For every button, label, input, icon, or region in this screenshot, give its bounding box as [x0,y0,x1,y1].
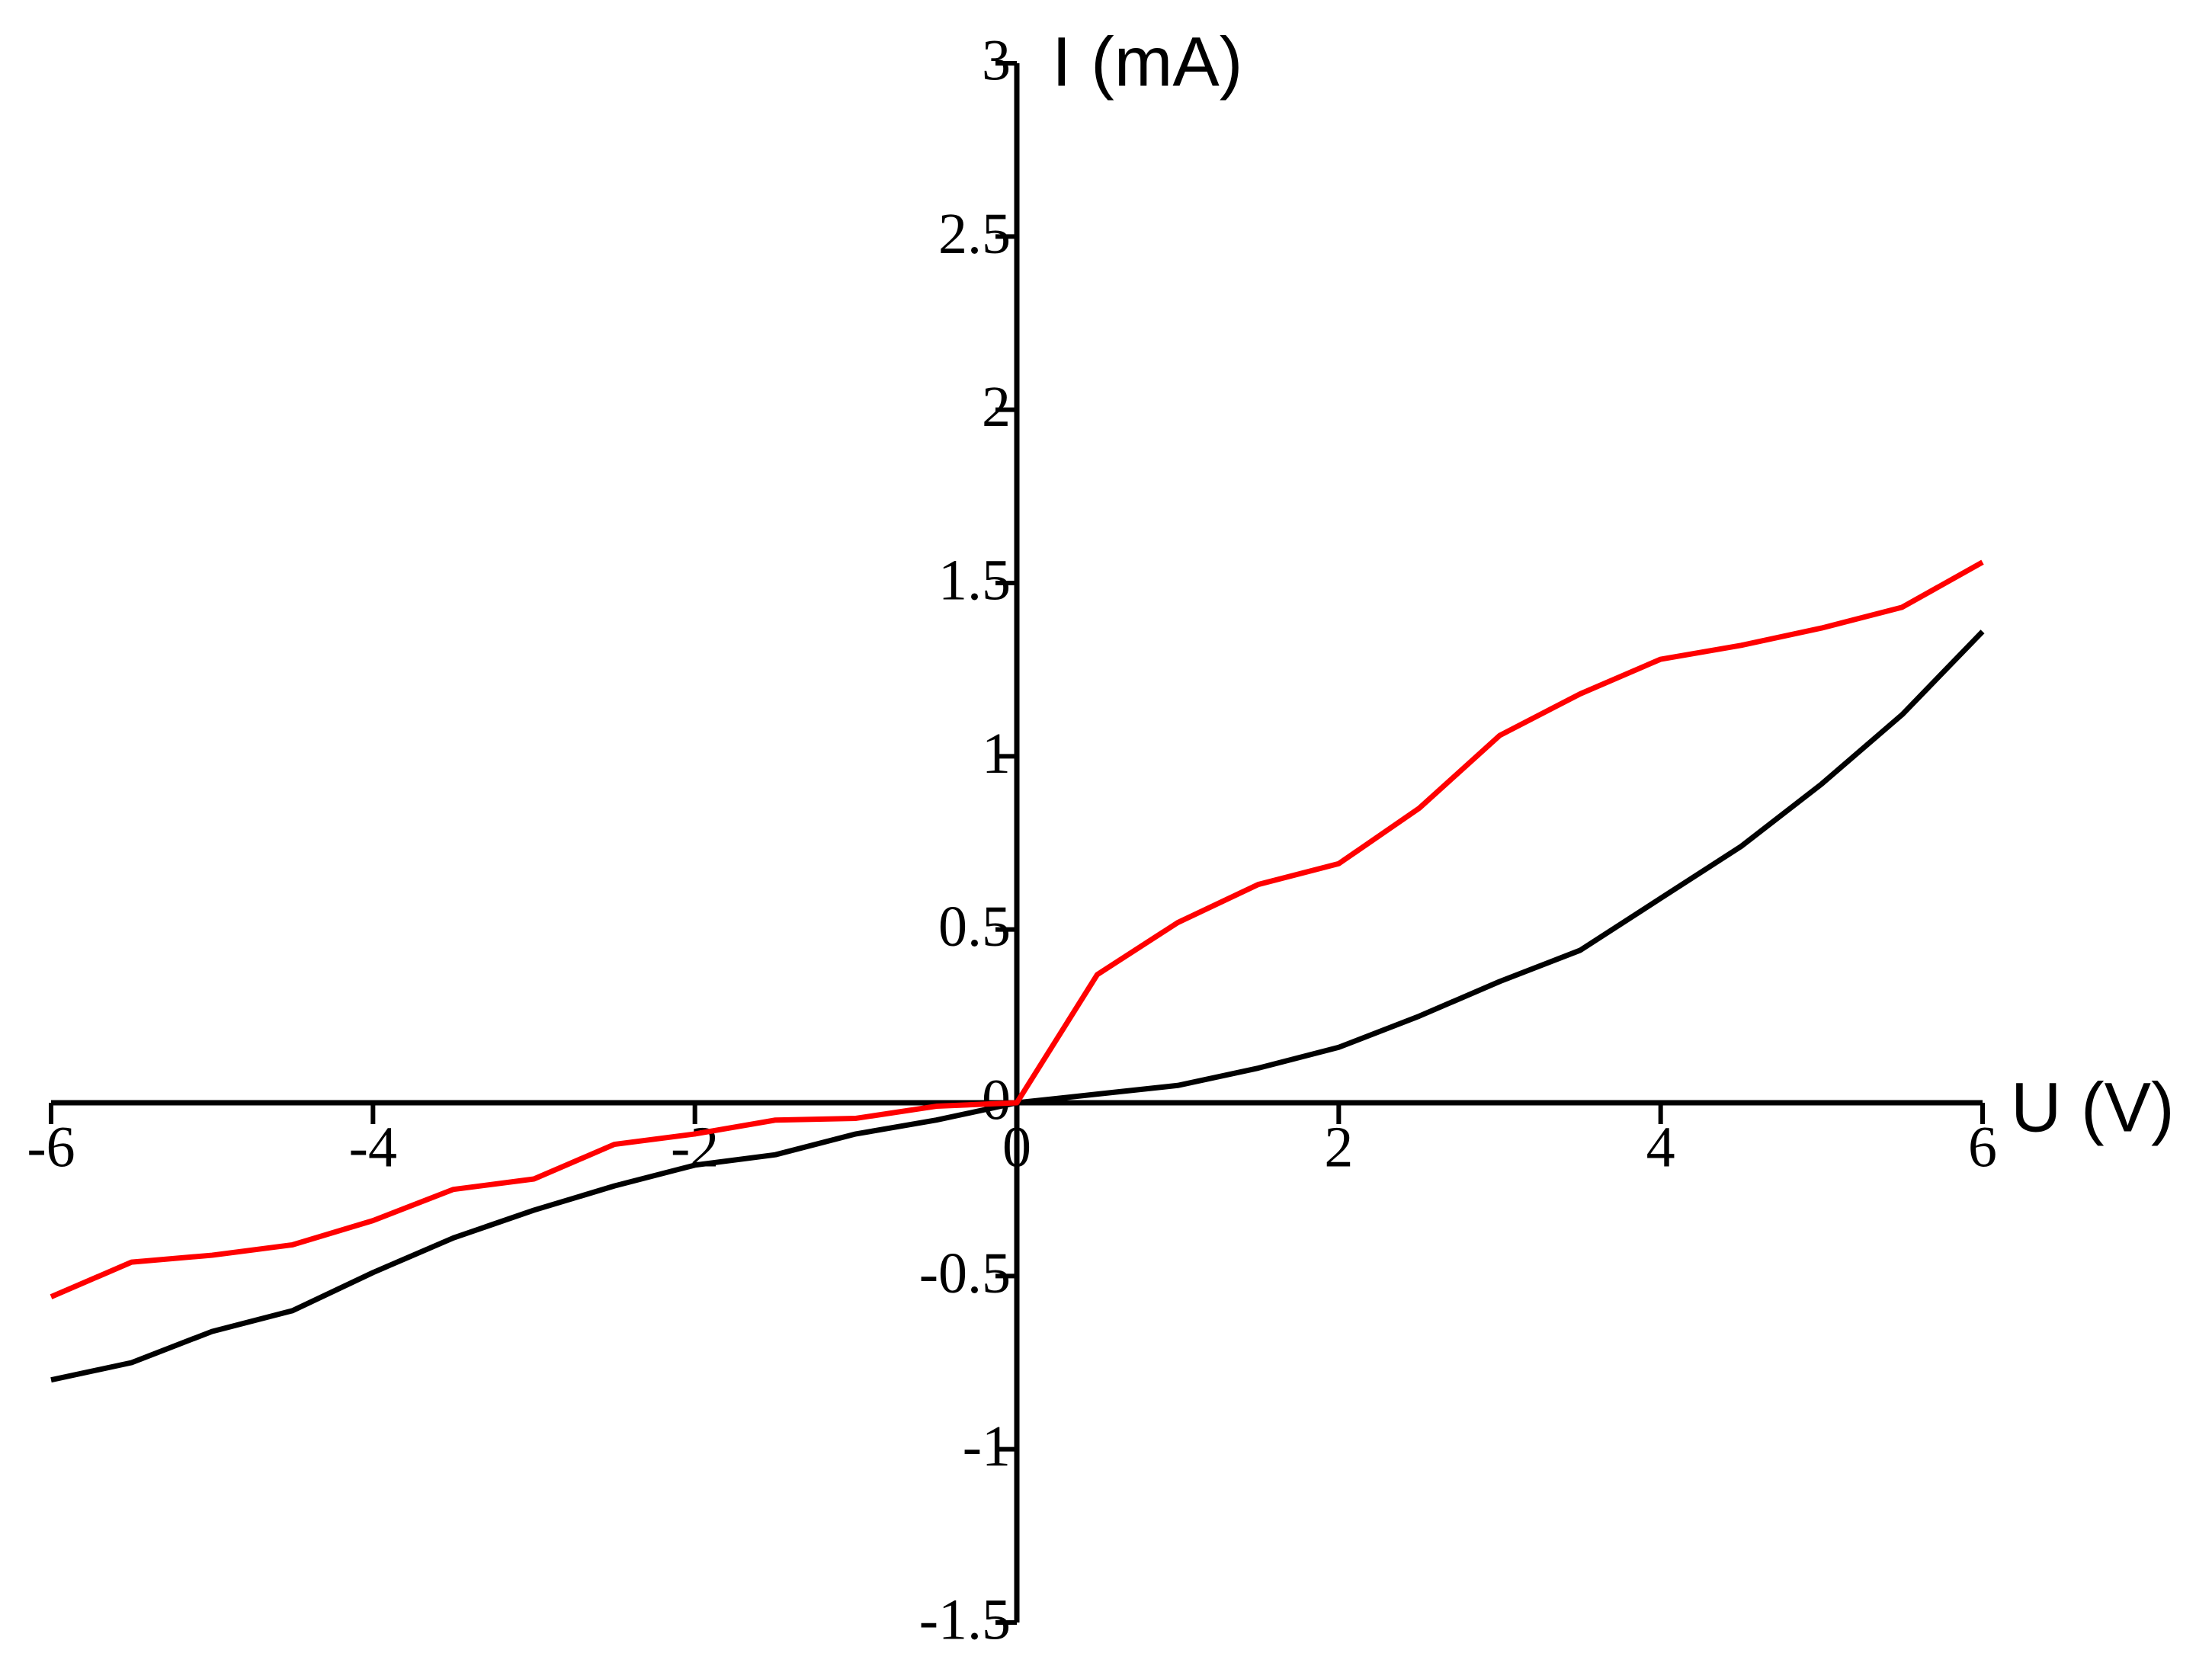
x-tick-label: -4 [349,1115,397,1179]
y-tick-label: 3 [982,28,1011,92]
x-tick-label: 0 [1002,1115,1031,1179]
x-tick-label: 4 [1646,1115,1675,1179]
series-line [50,559,1984,1299]
y-tick-label: 0 [982,1068,1011,1132]
x-tick-label: 2 [1324,1115,1353,1179]
x-axis-label: U (V) [2011,1068,2175,1146]
y-tick-label: -1 [963,1414,1011,1478]
y-tick-label: 1.5 [938,548,1011,612]
y-tick-label: -0.5 [919,1241,1011,1305]
y-tick-label: 2 [982,375,1011,439]
y-tick-label: 0.5 [938,895,1011,959]
y-tick-label: 1 [982,722,1011,786]
y-axis-label: I (mA) [1052,23,1242,101]
x-tick-label: -6 [27,1115,75,1179]
y-tick-label: -1.5 [919,1587,1011,1651]
y-tick-label: 2.5 [938,202,1011,266]
x-tick-label: 6 [1968,1115,1997,1179]
